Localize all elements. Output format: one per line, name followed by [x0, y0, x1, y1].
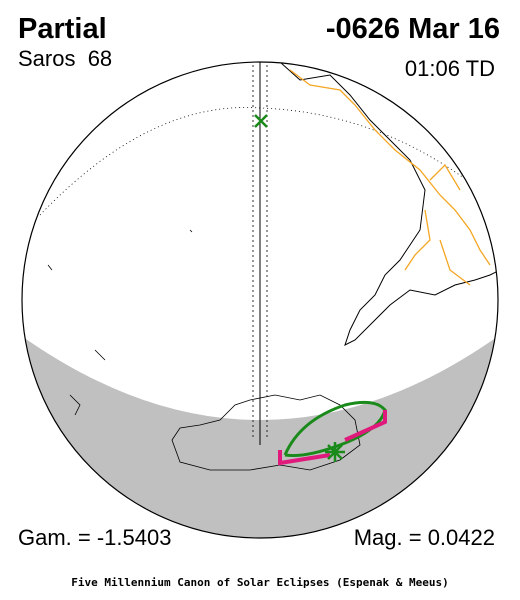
credit: Five Millennium Canon of Solar Eclipses …: [71, 576, 449, 589]
title: Partial: [18, 13, 107, 45]
gamma: Gam. = -1.5403: [18, 525, 171, 550]
islands: [47, 229, 193, 416]
time: 01:06 TD: [405, 56, 495, 81]
magnitude: Mag. = 0.0422: [354, 525, 495, 550]
globe-outline: [21, 61, 499, 539]
eclipse-limit: [278, 410, 387, 466]
eclipse-path: [283, 400, 387, 457]
sun-marker: [325, 442, 345, 462]
date: -0626 Mar 16: [326, 13, 500, 45]
coastline: [279, 62, 498, 346]
borders: [289, 69, 491, 286]
saros: Saros 68: [18, 46, 112, 71]
antarctica-coast: [171, 394, 361, 471]
greatest-eclipse-marker: [254, 114, 268, 128]
